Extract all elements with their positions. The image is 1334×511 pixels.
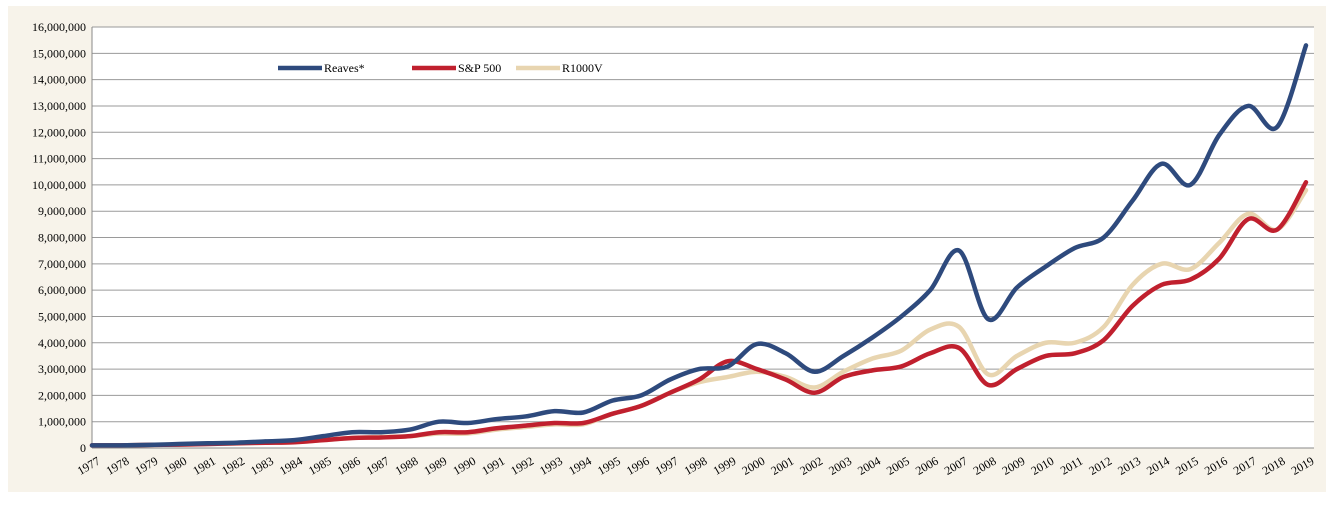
y-tick-label: 12,000,000: [32, 125, 86, 139]
y-tick-label: 6,000,000: [38, 283, 86, 297]
legend-label: S&P 500: [458, 61, 501, 75]
y-tick-label: 14,000,000: [32, 73, 86, 87]
y-tick-label: 16,000,000: [32, 20, 86, 34]
y-tick-label: 7,000,000: [38, 257, 86, 271]
y-tick-label: 1,000,000: [38, 415, 86, 429]
series-line: [89, 43, 1309, 448]
y-tick-label: 11,000,000: [32, 152, 86, 166]
y-tick-label: 4,000,000: [38, 336, 86, 350]
y-tick-label: 5,000,000: [38, 309, 86, 323]
y-tick-label: 8,000,000: [38, 231, 86, 245]
y-tick-label: 3,000,000: [38, 362, 86, 376]
y-tick-label: 13,000,000: [32, 99, 86, 113]
legend-label: Reaves*: [324, 61, 365, 75]
legend-label: R1000V: [562, 61, 603, 75]
y-tick-label: 15,000,000: [32, 46, 86, 60]
y-tick-label: 2,000,000: [38, 388, 86, 402]
y-tick-label: 9,000,000: [38, 204, 86, 218]
y-tick-label: 10,000,000: [32, 178, 86, 192]
y-tick-label: 0: [80, 441, 86, 455]
